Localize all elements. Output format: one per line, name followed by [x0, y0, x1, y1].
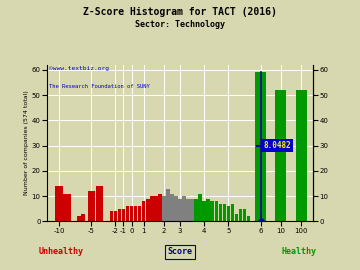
Bar — [215, 201, 218, 221]
Bar — [247, 216, 251, 221]
Bar — [222, 204, 226, 221]
Bar — [243, 209, 246, 221]
Text: 8.0482: 8.0482 — [263, 141, 291, 150]
Text: The Research Foundation of SUNY: The Research Foundation of SUNY — [49, 84, 150, 89]
Bar — [142, 201, 145, 221]
Bar — [162, 196, 166, 221]
Bar — [130, 206, 133, 221]
Bar — [150, 196, 154, 221]
Bar — [194, 199, 198, 221]
Bar — [211, 201, 214, 221]
Bar — [227, 206, 230, 221]
Bar — [63, 194, 71, 221]
Bar — [296, 90, 307, 221]
Text: Unhealthy: Unhealthy — [39, 248, 84, 256]
Text: Healthy: Healthy — [281, 248, 316, 256]
Bar — [55, 186, 63, 221]
Bar — [182, 196, 186, 221]
Bar — [170, 194, 174, 221]
Bar — [178, 199, 182, 221]
Bar — [186, 199, 190, 221]
Bar — [202, 201, 206, 221]
Bar — [146, 199, 149, 221]
Text: Score: Score — [167, 248, 193, 256]
Bar — [174, 196, 178, 221]
Bar — [118, 209, 121, 221]
Bar — [96, 186, 103, 221]
Text: Z-Score Histogram for TACT (2016): Z-Score Histogram for TACT (2016) — [83, 7, 277, 17]
Bar — [190, 199, 194, 221]
Text: Sector: Technology: Sector: Technology — [135, 20, 225, 29]
Text: ©www.textbiz.org: ©www.textbiz.org — [49, 66, 109, 71]
Bar — [134, 206, 138, 221]
Bar — [81, 214, 85, 221]
Bar — [219, 204, 222, 221]
Bar — [158, 194, 162, 221]
Bar — [239, 209, 242, 221]
Bar — [154, 196, 158, 221]
Y-axis label: Number of companies (574 total): Number of companies (574 total) — [24, 91, 29, 195]
Bar — [275, 90, 286, 221]
Bar — [114, 211, 117, 221]
Bar — [122, 209, 125, 221]
Bar — [206, 199, 210, 221]
Bar — [77, 216, 81, 221]
Bar — [87, 191, 95, 221]
Bar — [235, 214, 238, 221]
Bar — [231, 204, 234, 221]
Bar — [166, 188, 170, 221]
Bar — [126, 206, 129, 221]
Bar — [109, 211, 113, 221]
Bar — [198, 194, 202, 221]
Bar — [255, 72, 266, 221]
Bar — [138, 206, 141, 221]
